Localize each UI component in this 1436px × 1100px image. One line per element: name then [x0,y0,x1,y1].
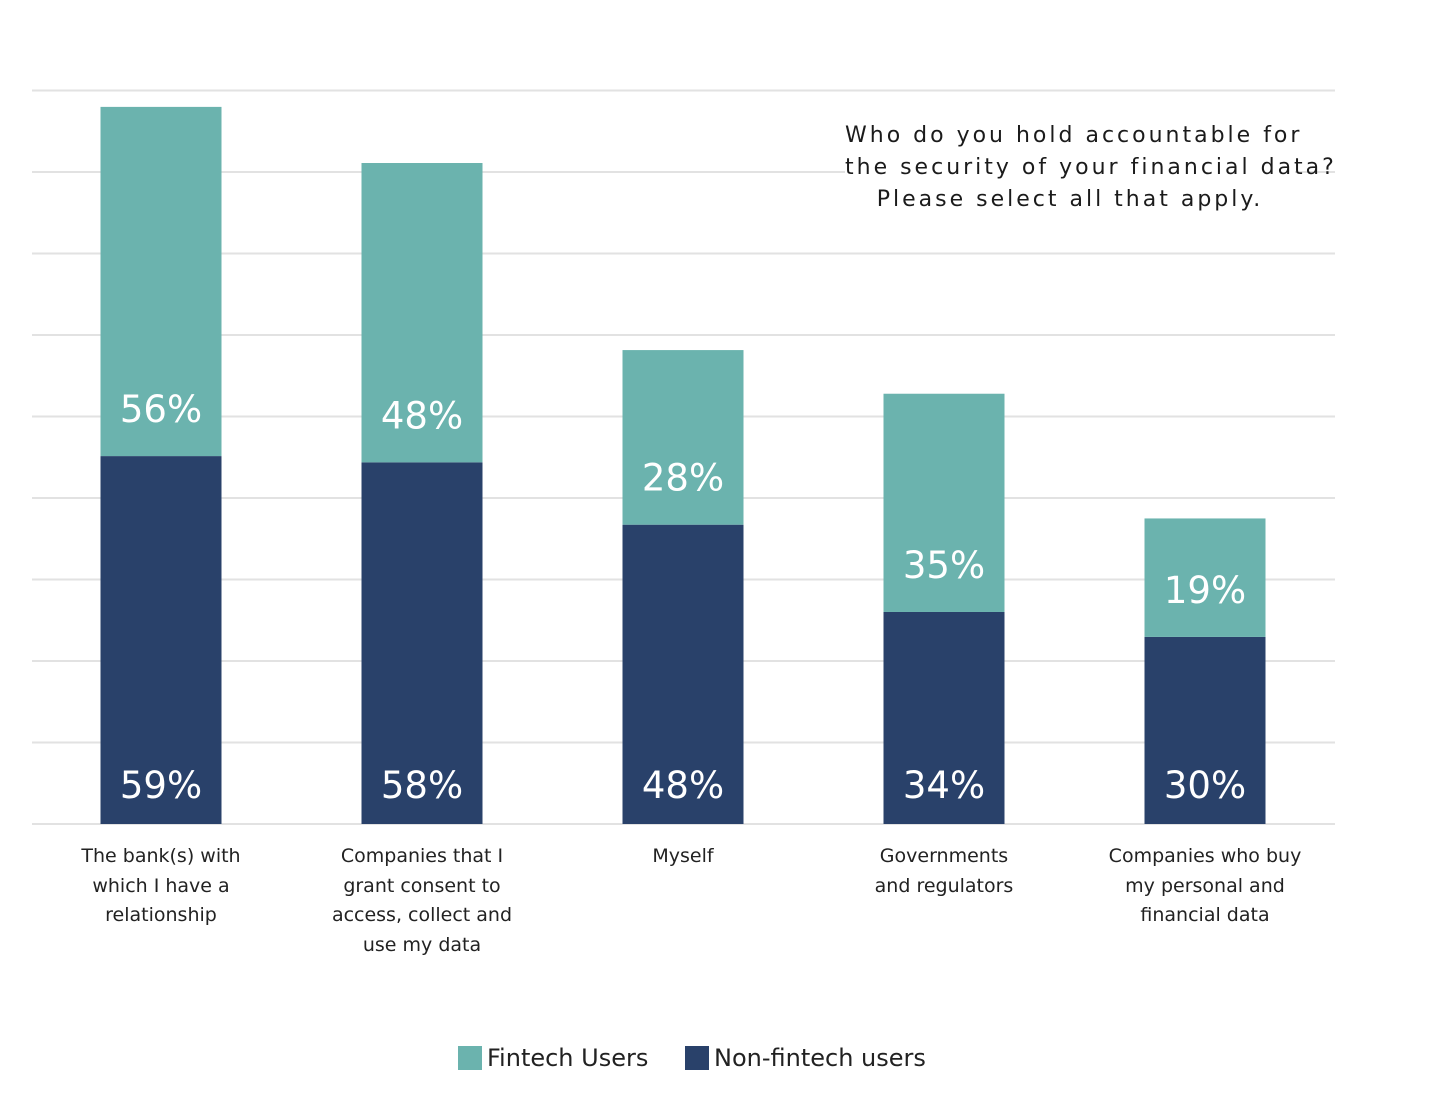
category-label-line: grant consent to [343,874,501,897]
bar-segment-non-fintech [100,456,222,824]
bar-segment-fintech [883,393,1005,612]
chart-title-line: the security of your financial data? [845,155,1337,180]
bar-segment-fintech [100,106,222,457]
category-label: Myself [573,842,793,872]
category-label-line: financial data [1140,904,1270,926]
data-label-fintech: 28% [642,457,724,500]
category-label-line: The bank(s) with [81,845,241,867]
bar-segment-non-fintech [1144,636,1266,824]
bar-segment-fintech [361,163,483,463]
bar-segment-non-fintech [622,524,744,824]
category-label: Companies that I grant consent to access, … [312,842,532,960]
category-label: Governments and regulators [834,842,1054,901]
legend-label-fintech: Fintech Users [487,1044,649,1072]
category-label-line: which I have a [92,874,230,897]
data-label-non-fintech: 58% [381,764,463,807]
category-label: Companies who buy my personal and financia… [1095,842,1315,931]
category-label-line: use my data [362,933,482,956]
category-label-line: access, collect and [331,904,513,926]
data-label-non-fintech: 59% [120,764,202,807]
bar-segment-non-fintech [883,611,1005,824]
data-label-non-fintech: 30% [1164,764,1246,807]
data-label-fintech: 48% [381,394,463,437]
legend-swatch-fintech [458,1046,482,1070]
data-label-fintech: 35% [903,544,985,587]
chart-title-line: Who do you hold accountable for [845,123,1303,148]
legend-item-non-fintech: Non-fintech users [685,1040,926,1076]
category-label-line: Myself [652,845,714,867]
legend-label-non-fintech: Non-fintech users [714,1044,926,1072]
chart-title: Who do you hold accountable for the secu… [845,120,1337,216]
legend-item-fintech: Fintech Users [458,1040,648,1076]
category-label-line: relationship [105,904,217,926]
bar-segment-fintech [1144,518,1266,637]
category-label-line: my personal and [1125,874,1285,897]
category-label-line: and regulators [874,874,1014,897]
data-label-non-fintech: 34% [903,764,985,807]
category-label-line: Companies that I [340,845,504,867]
bar-segment-fintech [622,350,744,525]
category-label-line: Companies who buy [1108,845,1302,867]
chart-title-line: Please select all that apply. [876,187,1264,212]
bar-segment-non-fintech [361,462,483,824]
category-label: The bank(s) with which I have a relationsh… [51,842,271,931]
legend: Fintech Users Non-fintech users [0,1040,1436,1076]
data-label-fintech: 56% [120,388,202,431]
data-label-non-fintech: 48% [642,764,724,807]
data-label-fintech: 19% [1164,569,1246,612]
category-label-line: Governments [879,845,1009,867]
legend-swatch-non-fintech [685,1046,709,1070]
